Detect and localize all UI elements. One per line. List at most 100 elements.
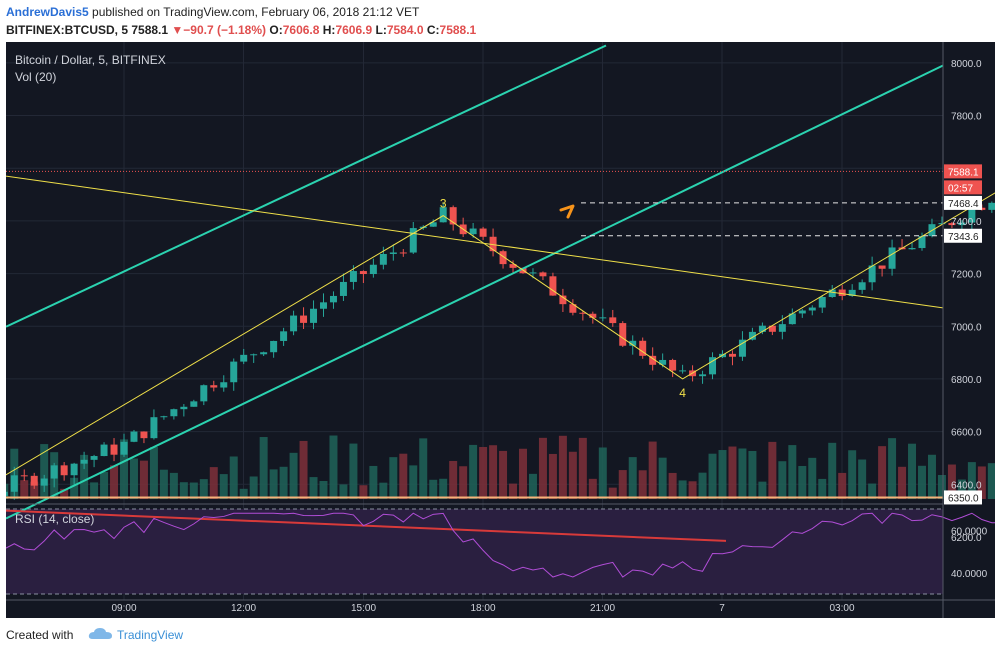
price-tick-label: 7000.0 (951, 322, 982, 333)
volume-bar (838, 472, 847, 499)
volume-bar (219, 474, 228, 499)
price-tick-label: 6200.0 (951, 533, 982, 544)
wave-pattern-line (6, 192, 995, 476)
candle-body (20, 475, 28, 477)
candle-body (918, 236, 926, 249)
volume-bar (668, 472, 677, 499)
candle-body (120, 441, 128, 455)
candle-body (310, 308, 318, 323)
volume-bar (568, 451, 577, 499)
volume-bar (858, 459, 867, 499)
high-label: H: (322, 23, 336, 37)
tradingview-cloud-icon[interactable] (88, 626, 114, 642)
volume-bar (439, 478, 448, 499)
price-tick-label: 7800.0 (951, 112, 982, 123)
tradingview-link[interactable]: TradingView (117, 628, 184, 642)
chart-drawings: 2345ABC (6, 44, 995, 542)
wave-label: 4 (679, 386, 686, 400)
volume-bar (80, 454, 89, 499)
candle-body (6, 491, 8, 496)
candle-body (659, 359, 667, 365)
volume-bar (269, 469, 278, 499)
candle-body (649, 355, 657, 365)
descending-trendline (6, 175, 944, 309)
candle-body (599, 317, 607, 319)
footer: Created with TradingView (0, 620, 1000, 652)
volume-bar (359, 485, 368, 499)
candle-body (110, 444, 118, 455)
wave-label: 3 (440, 197, 447, 211)
volume-bar (299, 440, 308, 499)
volume-bar (868, 483, 877, 499)
close-label: C: (426, 23, 440, 37)
time-tick-label: 12:00 (231, 603, 256, 614)
high-value: 7606.9 (335, 23, 373, 37)
price-tick-label: 7400.0 (951, 217, 982, 228)
volume-bar (848, 450, 857, 499)
volume-bar (259, 437, 268, 499)
volume-bar (788, 445, 797, 499)
candle-body (958, 222, 966, 226)
volume-indicator-label: Vol (20) (15, 70, 56, 84)
candle-body (788, 313, 796, 325)
candle-body (569, 304, 577, 313)
volume-bar (20, 480, 29, 499)
candle-body (808, 307, 816, 311)
volume-bar (389, 457, 398, 499)
chart-header: AndrewDavis5 published on TradingView.co… (0, 0, 1000, 40)
candle-body (90, 456, 98, 460)
candle-body (948, 223, 956, 226)
candle-body (30, 475, 38, 486)
volume-bar (918, 465, 926, 499)
candle-body (449, 207, 457, 225)
price-tick-label: 8000.0 (951, 59, 982, 70)
candle-body (230, 361, 238, 383)
volume-bar (369, 465, 378, 499)
volume-bar (748, 450, 757, 499)
time-tick-label: 09:00 (111, 603, 136, 614)
volume-bar (698, 472, 707, 499)
volume-bar (329, 435, 338, 499)
candle-body (489, 236, 497, 252)
symbol-label: BITFINEX:BTCUSD, 5 (6, 23, 129, 37)
candle-body (260, 352, 268, 355)
volume-bar (977, 466, 986, 499)
volume-bar (489, 445, 498, 499)
candle-body (639, 340, 647, 356)
candle-body (758, 325, 766, 332)
candle-body (180, 406, 188, 410)
volume-bar (818, 478, 827, 499)
volume-bar (967, 462, 976, 499)
price-chart[interactable]: 2345ABC 8000.07800.07600.07400.07200.070… (6, 42, 995, 618)
volume-bar (349, 443, 358, 499)
candle-body (379, 253, 387, 265)
price-tick-label: 7200.0 (951, 270, 982, 281)
volume-bar (538, 437, 547, 499)
candle-body (409, 228, 417, 253)
candle-body (868, 265, 876, 283)
volume-bar (239, 488, 248, 499)
volume-bar (319, 480, 328, 499)
volume-bar (618, 470, 627, 499)
volume-bar (519, 448, 527, 499)
symbol-line: BITFINEX:BTCUSD, 5 7588.1 ▼−90.7 (−1.18%… (6, 23, 476, 37)
volume-bar (927, 454, 936, 499)
candle-body (479, 228, 487, 237)
candle-body (908, 248, 916, 250)
volume-bar (947, 464, 956, 499)
volume-bar (758, 481, 767, 499)
volume-bar (100, 471, 109, 499)
volume-bar (379, 482, 388, 499)
volume-bar (728, 446, 737, 499)
volume-bar (419, 438, 428, 499)
candle-body (399, 252, 407, 254)
chart-title: Bitcoin / Dollar, 5, BITFINEX (15, 53, 166, 67)
countdown-label: 02:57 (948, 183, 973, 194)
author-link[interactable]: AndrewDavis5 (6, 5, 89, 19)
candle-body (828, 289, 836, 297)
candle-body (509, 264, 517, 268)
volume-bar (638, 470, 647, 499)
volume-bar (469, 444, 478, 499)
candle-body (539, 272, 547, 277)
volume-bar (768, 441, 777, 499)
